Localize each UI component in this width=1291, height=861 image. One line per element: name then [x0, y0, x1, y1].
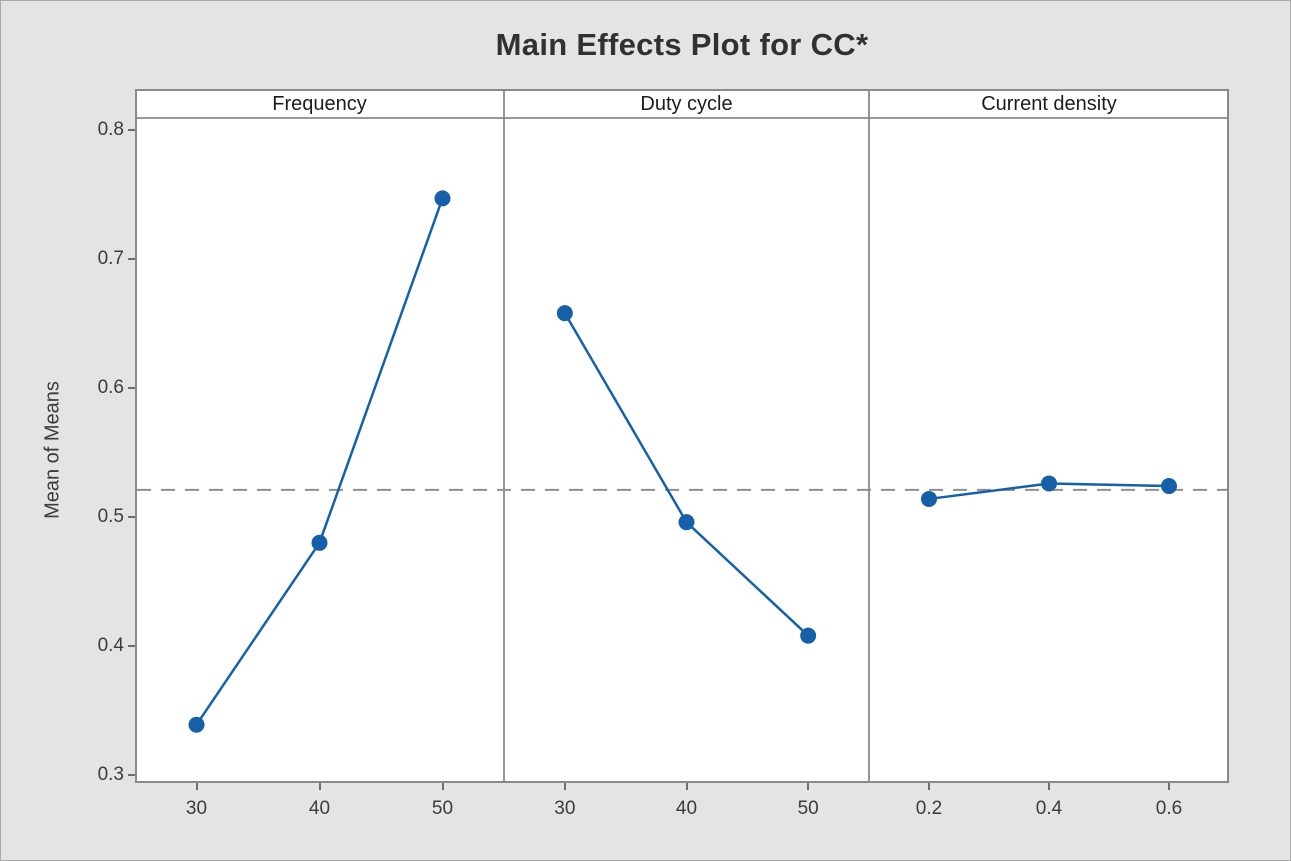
y-tick-mark: [128, 645, 135, 647]
x-tick-mark: [563, 783, 566, 790]
y-tick-label: 0.5: [97, 506, 124, 527]
x-tick-mark: [685, 783, 688, 790]
y-tick-label: 0.6: [97, 377, 124, 398]
y-tick-mark: [128, 258, 135, 260]
data-point-frequency-50: [434, 190, 451, 207]
panel-header-frequency: Frequency: [272, 93, 367, 115]
data-point-current-density-0.4: [1041, 475, 1057, 492]
data-point-frequency-40: [311, 534, 328, 551]
plot-area: [135, 89, 1229, 783]
x-tick-mark: [195, 783, 198, 790]
panel-header-current-density: Current density: [981, 93, 1117, 115]
x-tick-label: 0.2: [915, 798, 943, 819]
x-tick-label: 0.6: [1155, 798, 1183, 819]
data-point-current-density-0.6: [1161, 478, 1177, 495]
panel-header-duty-cycle: Duty cycle: [640, 93, 733, 115]
plot-frame: [135, 89, 1229, 783]
x-tick-mark: [807, 783, 810, 790]
data-point-current-density-0.2: [921, 490, 937, 507]
x-tick-mark: [318, 783, 321, 790]
x-tick-label: 40: [308, 798, 331, 819]
x-tick-mark: [441, 783, 444, 790]
data-point-duty-cycle-30: [556, 305, 573, 322]
y-tick-mark: [128, 387, 135, 389]
x-tick-mark: [1168, 783, 1170, 790]
x-tick-label: 40: [675, 798, 698, 819]
y-tick-mark: [128, 129, 135, 131]
y-tick-label: 0.3: [97, 764, 124, 785]
y-tick-label: 0.7: [97, 248, 124, 269]
data-point-duty-cycle-50: [800, 627, 817, 644]
y-axis-title: Mean of Means: [41, 381, 64, 519]
x-tick-mark: [928, 783, 930, 790]
y-tick-mark: [128, 774, 135, 776]
data-point-duty-cycle-40: [678, 514, 695, 531]
x-tick-label: 30: [185, 798, 208, 819]
y-tick-mark: [128, 516, 135, 518]
x-tick-label: 50: [797, 798, 819, 819]
x-tick-label: 0.4: [1035, 798, 1063, 819]
x-tick-label: 50: [431, 798, 454, 819]
x-tick-mark: [1048, 783, 1050, 790]
x-tick-label: 30: [554, 798, 576, 819]
y-tick-label: 0.4: [97, 635, 124, 656]
data-point-frequency-30: [188, 716, 205, 733]
y-tick-label: 0.8: [97, 119, 124, 140]
chart-title: Main Effects Plot for CC*: [495, 27, 869, 62]
